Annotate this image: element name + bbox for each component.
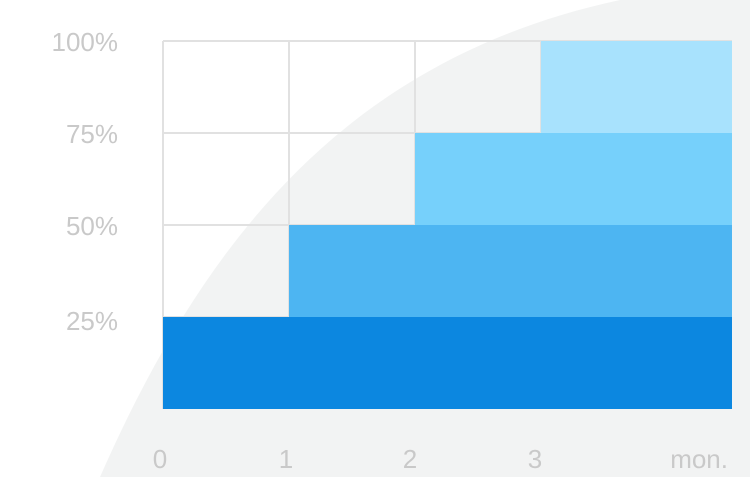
y-tick-label: 25% xyxy=(66,306,118,336)
x-tick-label: 2 xyxy=(403,444,417,474)
area-band xyxy=(415,133,732,225)
bands xyxy=(163,41,732,409)
x-tick-label: 0 xyxy=(153,444,167,474)
y-axis-ticks: 25% 50% 75% 100% xyxy=(52,27,119,336)
x-axis-unit-label: mon. xyxy=(670,444,728,474)
x-tick-label: 1 xyxy=(279,444,293,474)
area-band xyxy=(289,225,732,317)
y-tick-label: 75% xyxy=(66,119,118,149)
x-axis-ticks: 0 1 2 3 mon. xyxy=(153,444,728,474)
x-tick-label: 3 xyxy=(528,444,542,474)
y-tick-label: 50% xyxy=(66,211,118,241)
area-band xyxy=(541,41,732,133)
y-tick-label: 100% xyxy=(52,27,119,57)
area-band xyxy=(163,317,732,409)
